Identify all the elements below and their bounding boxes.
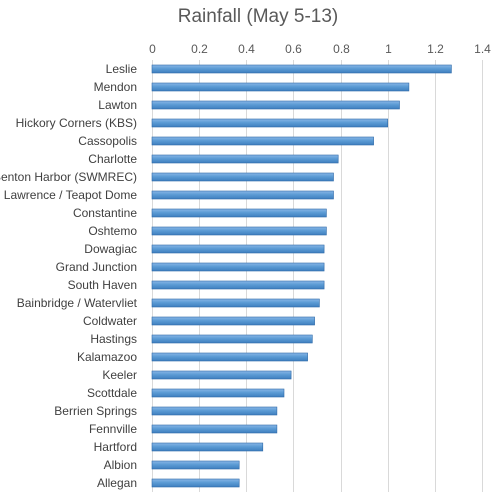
bar bbox=[151, 460, 240, 470]
category-label: Lawton bbox=[98, 98, 137, 112]
bar bbox=[151, 172, 334, 182]
category-label: South Haven bbox=[68, 278, 137, 292]
bar bbox=[151, 100, 400, 110]
category-label: Kalamazoo bbox=[77, 350, 137, 364]
x-tick-label: 0.4 bbox=[238, 42, 255, 56]
category-label: Benton Harbor (SWMREC) bbox=[0, 170, 137, 184]
category-label: Charlotte bbox=[88, 152, 137, 166]
bar bbox=[151, 370, 292, 380]
category-label: Keeler bbox=[102, 368, 137, 382]
category-label: Lawrence / Teapot Dome bbox=[4, 188, 138, 202]
bar bbox=[151, 352, 308, 362]
category-label: Albion bbox=[104, 458, 137, 472]
category-label: Grand Junction bbox=[56, 260, 137, 274]
category-label: Allegan bbox=[97, 476, 137, 490]
category-label: Scottdale bbox=[87, 386, 137, 400]
category-label: Fennville bbox=[89, 422, 137, 436]
bar bbox=[151, 190, 334, 200]
bar bbox=[151, 298, 320, 308]
bar bbox=[151, 262, 325, 272]
bar bbox=[151, 226, 327, 236]
category-label: Cassopolis bbox=[78, 134, 137, 148]
bar bbox=[151, 136, 374, 146]
bar bbox=[151, 406, 278, 416]
category-label: Berrien Springs bbox=[54, 404, 137, 418]
x-tick-label: 0 bbox=[149, 42, 156, 56]
gridlines bbox=[152, 60, 483, 492]
x-tick-label: 1.4 bbox=[474, 42, 491, 56]
category-label: Hastings bbox=[90, 332, 137, 346]
bar bbox=[151, 118, 388, 128]
bar bbox=[151, 280, 325, 290]
bar bbox=[151, 424, 278, 434]
x-tick-label: 0.2 bbox=[191, 42, 208, 56]
bar bbox=[151, 442, 264, 452]
category-label: Oshtemo bbox=[88, 224, 137, 238]
x-tick-label: 1 bbox=[385, 42, 392, 56]
category-label: Coldwater bbox=[83, 314, 137, 328]
category-label: Hickory Corners (KBS) bbox=[16, 116, 137, 130]
bar bbox=[151, 244, 325, 254]
bar bbox=[151, 154, 339, 164]
category-label: Leslie bbox=[106, 62, 138, 76]
bar bbox=[151, 388, 285, 398]
chart-title: Rainfall (May 5-13) bbox=[178, 6, 339, 27]
category-labels: Leslie Mendon Lawton Hickory Corners (KBS) C… bbox=[0, 62, 138, 490]
bar bbox=[151, 478, 240, 488]
bar bbox=[151, 316, 315, 326]
x-axis-tick-labels: 0 0.2 0.4 0.6 0.8 1 1.2 1.4 bbox=[149, 42, 491, 56]
category-label: Dowagiac bbox=[84, 242, 137, 256]
bar bbox=[151, 208, 327, 218]
bar bbox=[151, 64, 452, 74]
category-label: Constantine bbox=[73, 206, 137, 220]
x-tick-label: 0.6 bbox=[285, 42, 302, 56]
x-tick-label: 0.8 bbox=[333, 42, 350, 56]
bars bbox=[151, 64, 452, 488]
x-tick-label: 1.2 bbox=[427, 42, 444, 56]
bar bbox=[151, 334, 313, 344]
bar bbox=[151, 82, 410, 92]
category-label: Mendon bbox=[94, 80, 137, 94]
category-label: Bainbridge / Watervliet bbox=[17, 296, 138, 310]
category-label: Hartford bbox=[94, 440, 137, 454]
